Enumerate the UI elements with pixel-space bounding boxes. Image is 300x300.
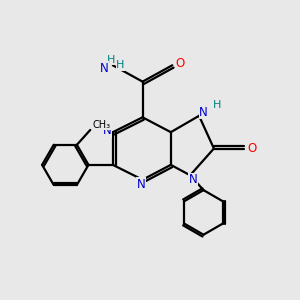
- Text: O: O: [247, 142, 256, 155]
- Text: N: N: [199, 106, 208, 119]
- Text: H: H: [107, 55, 116, 65]
- Text: N: N: [103, 124, 112, 137]
- Text: N: N: [189, 173, 197, 186]
- Text: H: H: [213, 100, 222, 110]
- Text: O: O: [175, 57, 184, 70]
- Text: H: H: [116, 60, 124, 70]
- Text: N: N: [100, 62, 108, 75]
- Text: N: N: [137, 178, 146, 191]
- Text: CH₃: CH₃: [93, 120, 111, 130]
